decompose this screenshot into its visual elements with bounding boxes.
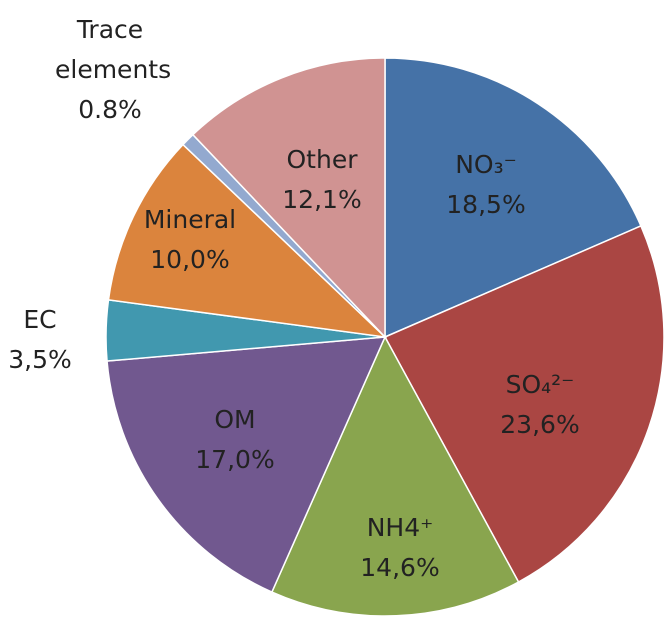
slice-label: EC 3,5% xyxy=(0,300,105,380)
value-label: 23,6% xyxy=(500,410,580,439)
pie-slice xyxy=(107,143,388,339)
value-label: 3,5% xyxy=(8,345,72,374)
category-name: SO₄²⁻ xyxy=(505,370,575,399)
slice-label: SO₄²⁻ 23,6% xyxy=(475,365,605,445)
slice-label: Trace elements 0.8% xyxy=(55,10,172,130)
slice-label: OM 17,0% xyxy=(170,400,300,480)
category-name: Other xyxy=(286,145,358,174)
category-name: OM xyxy=(214,405,256,434)
value-label: 0.8% xyxy=(78,95,142,124)
value-label: 10,0% xyxy=(150,245,230,274)
pie-slice xyxy=(384,57,642,339)
pie-slice xyxy=(191,57,386,339)
category-name: NH4⁺ xyxy=(366,513,434,542)
slice-label: Other 12,1% xyxy=(257,140,387,220)
category-name: Mineral xyxy=(143,205,237,234)
value-label: 18,5% xyxy=(446,190,526,219)
slice-label: NH4⁺ 14,6% xyxy=(335,508,465,588)
value-label: 12,1% xyxy=(282,185,362,214)
category-name: Trace elements xyxy=(55,15,172,84)
value-label: 14,6% xyxy=(360,553,440,582)
pie-slice xyxy=(270,335,520,617)
slice-label: Mineral 10,0% xyxy=(125,200,255,280)
category-name: NO₃⁻ xyxy=(455,150,517,179)
pie-slice xyxy=(106,336,387,594)
value-label: 17,0% xyxy=(195,445,275,474)
slice-label: NO₃⁻ 18,5% xyxy=(421,145,551,225)
category-name: EC xyxy=(23,305,57,334)
pie-slice xyxy=(383,224,664,583)
